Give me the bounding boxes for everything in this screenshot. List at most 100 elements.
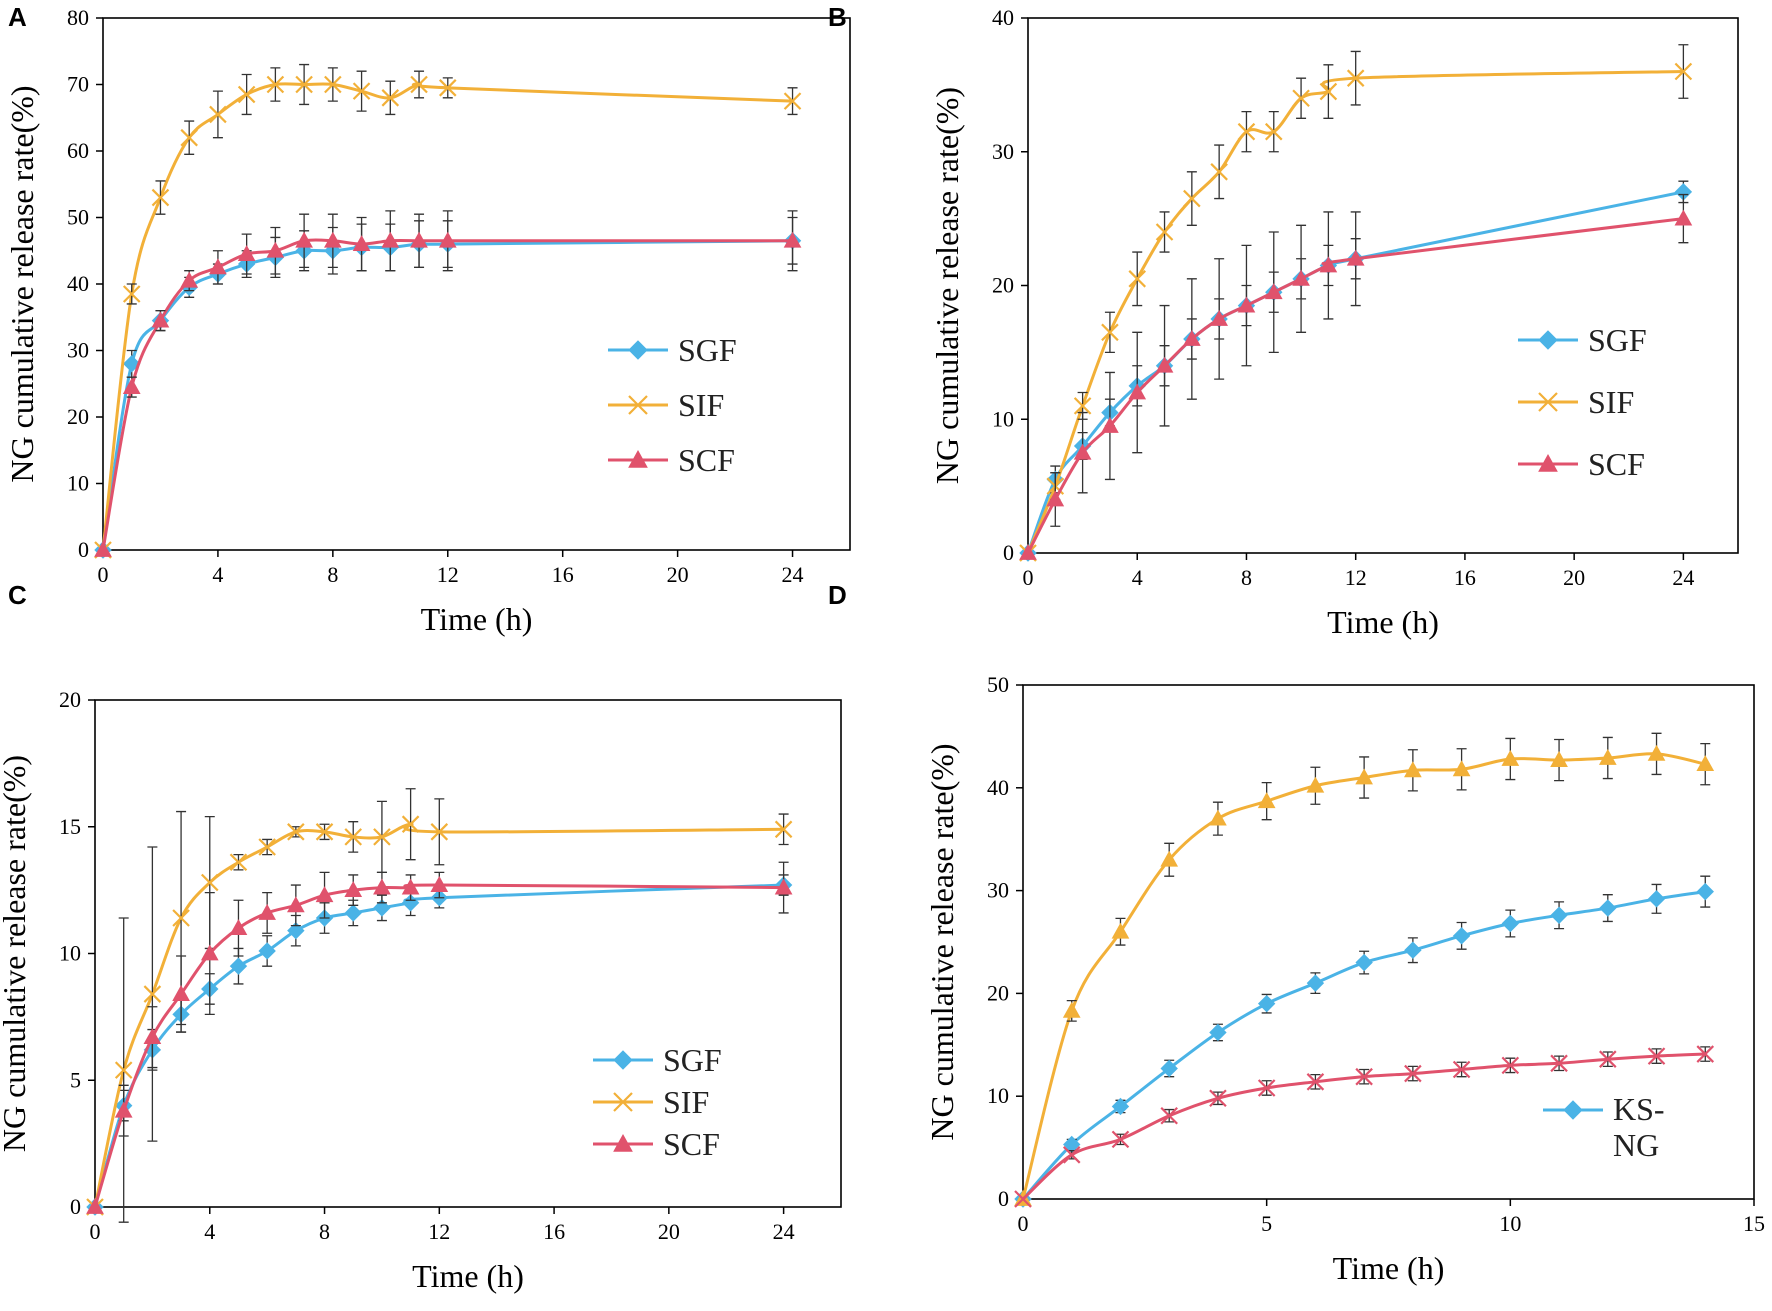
data-point bbox=[352, 82, 371, 100]
data-point bbox=[1355, 953, 1373, 972]
y-tick-label: 70 bbox=[67, 72, 89, 97]
data-point bbox=[1319, 256, 1338, 273]
series-sif bbox=[1019, 44, 1693, 562]
legend-label: SCF bbox=[1588, 446, 1645, 482]
data-point bbox=[1062, 1001, 1081, 1018]
data-point bbox=[1257, 1079, 1276, 1097]
y-tick-label: 40 bbox=[987, 775, 1009, 800]
data-point bbox=[315, 886, 334, 903]
legend-label: SGF bbox=[663, 1042, 722, 1078]
data-point bbox=[1696, 882, 1714, 901]
legend: SGF SIF SCF bbox=[593, 1042, 722, 1162]
data-point bbox=[1209, 1089, 1227, 1108]
data-point bbox=[324, 75, 342, 94]
series-scf bbox=[86, 861, 793, 1214]
x-tick-label: 20 bbox=[658, 1219, 680, 1244]
legend-marker bbox=[613, 1092, 633, 1112]
y-tick-label: 30 bbox=[992, 139, 1014, 164]
data-point bbox=[266, 75, 285, 94]
data-point bbox=[200, 873, 219, 892]
data-point bbox=[1319, 82, 1338, 101]
data-point bbox=[1155, 223, 1174, 241]
y-tick-label: 0 bbox=[78, 537, 89, 562]
legend-label: SCF bbox=[678, 442, 735, 478]
data-point bbox=[1210, 163, 1228, 181]
data-point bbox=[209, 105, 227, 124]
x-tick-label: 20 bbox=[667, 562, 689, 587]
data-point bbox=[1128, 383, 1147, 400]
x-tick-label: 0 bbox=[90, 1219, 101, 1244]
data-point bbox=[1209, 809, 1227, 826]
x-tick-label: 0 bbox=[1018, 1211, 1029, 1236]
legend-marker bbox=[1538, 330, 1558, 350]
series-line bbox=[101, 82, 793, 551]
x-tick-label: 5 bbox=[1261, 1211, 1272, 1236]
x-tick-label: 24 bbox=[773, 1219, 795, 1244]
data-point bbox=[401, 878, 420, 895]
data-point bbox=[1264, 122, 1283, 141]
legend: SGF SIF SCF bbox=[1518, 322, 1647, 482]
data-point bbox=[1101, 323, 1119, 342]
y-tick-label: 80 bbox=[67, 5, 89, 30]
data-point bbox=[229, 853, 248, 872]
y-tick-label: 20 bbox=[992, 273, 1014, 298]
panel-letter-b: B bbox=[828, 2, 847, 32]
y-tick-label: 20 bbox=[67, 404, 89, 429]
data-point bbox=[1452, 927, 1471, 945]
x-axis-title: Time (h) bbox=[412, 1258, 524, 1294]
legend-marker bbox=[613, 1133, 633, 1152]
data-point bbox=[1046, 490, 1065, 507]
legend-marker bbox=[613, 1050, 633, 1070]
data-point bbox=[344, 881, 363, 898]
x-tick-label: 24 bbox=[782, 562, 804, 587]
data-point bbox=[1237, 122, 1256, 141]
x-axis-title: Time (h) bbox=[1327, 604, 1439, 640]
chart-panel-c: 0 4 8 12 16 20 24 0 5 10 15 20 Time (h) NG cumulative… bbox=[0, 687, 842, 1294]
data-point bbox=[1404, 941, 1422, 959]
data-point bbox=[180, 128, 198, 147]
data-point bbox=[172, 909, 190, 927]
data-point bbox=[1210, 309, 1228, 326]
data-point bbox=[1128, 270, 1147, 288]
x-tick-label: 16 bbox=[543, 1219, 565, 1244]
legend-label: SIF bbox=[663, 1084, 709, 1120]
y-tick-label: 40 bbox=[992, 5, 1014, 30]
chart-panel-b: 0 4 8 12 16 20 24 0 10 20 30 40 Time (h) NG cumulativ… bbox=[929, 5, 1739, 640]
x-axis-title: Time (h) bbox=[421, 601, 533, 637]
data-point bbox=[1355, 768, 1373, 785]
y-axis-title: NG cumulative release rate(%) bbox=[929, 87, 965, 484]
data-point bbox=[1647, 744, 1666, 761]
x-tick-label: 4 bbox=[204, 1219, 215, 1244]
data-point bbox=[1101, 416, 1119, 433]
panel-letter-a: A bbox=[8, 2, 27, 32]
data-point bbox=[410, 231, 428, 248]
data-point bbox=[1257, 994, 1276, 1013]
x-tick-label: 12 bbox=[428, 1219, 450, 1244]
data-point bbox=[1501, 749, 1520, 766]
data-point bbox=[1257, 792, 1276, 809]
legend-label: SGF bbox=[678, 332, 737, 368]
y-tick-label: 0 bbox=[1003, 540, 1014, 565]
x-tick-label: 0 bbox=[1023, 565, 1034, 590]
legend-label: SIF bbox=[678, 387, 724, 423]
x-tick-label: 16 bbox=[1454, 565, 1476, 590]
legend-marker bbox=[1538, 392, 1558, 412]
plot-frame bbox=[1022, 684, 1755, 1200]
y-tick-label: 10 bbox=[67, 471, 89, 496]
data-point bbox=[1598, 748, 1617, 765]
data-point bbox=[1155, 356, 1174, 373]
y-axis-title: NG cumulative release rate(%) bbox=[924, 743, 960, 1140]
y-axis-title: NG cumulative release rate(%) bbox=[0, 755, 32, 1152]
data-point bbox=[122, 378, 141, 394]
data-point bbox=[1647, 1047, 1666, 1065]
series-scf-d bbox=[1014, 1045, 1715, 1208]
data-point bbox=[783, 92, 802, 110]
data-point bbox=[1404, 761, 1422, 778]
x-tick-label: 16 bbox=[552, 562, 574, 587]
data-point bbox=[1696, 755, 1715, 772]
data-point bbox=[1073, 397, 1092, 415]
data-point bbox=[1264, 283, 1283, 300]
data-point bbox=[286, 896, 305, 913]
data-point bbox=[1306, 974, 1325, 992]
data-point bbox=[1550, 906, 1568, 924]
